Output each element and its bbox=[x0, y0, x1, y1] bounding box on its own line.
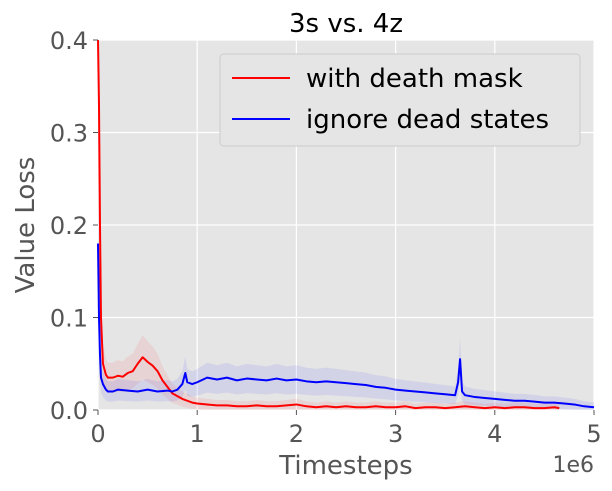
y-tick-label: 0.0 bbox=[50, 397, 88, 425]
y-tick-label: 0.4 bbox=[50, 27, 88, 55]
x-axis-offset-label: 1e6 bbox=[552, 453, 594, 478]
x-axis-ticks: 0 1 2 3 4 5 bbox=[90, 410, 602, 448]
y-axis-ticks: 0.0 0.1 0.2 0.3 0.4 bbox=[50, 27, 98, 425]
legend: with death mask ignore dead states bbox=[219, 53, 581, 147]
series-line-with-death-mask bbox=[97, 39, 560, 410]
chart-title: 3s vs. 4z bbox=[289, 9, 403, 39]
y-axis-label: Value Loss bbox=[11, 157, 41, 294]
confidence-bands bbox=[98, 40, 594, 410]
x-tick-label: 2 bbox=[289, 420, 304, 448]
x-tick-label: 1 bbox=[190, 420, 205, 448]
legend-label-with-death-mask: with death mask bbox=[306, 64, 523, 94]
x-tick-label: 5 bbox=[586, 420, 601, 448]
y-tick-label: 0.2 bbox=[50, 212, 88, 240]
x-tick-label: 4 bbox=[487, 420, 502, 448]
series-line-ignore-dead-states bbox=[97, 243, 595, 409]
legend-box bbox=[219, 53, 581, 147]
y-tick-label: 0.3 bbox=[50, 120, 88, 148]
x-tick-label: 3 bbox=[388, 420, 403, 448]
x-tick-label: 0 bbox=[90, 420, 105, 448]
legend-label-ignore-dead-states: ignore dead states bbox=[306, 105, 549, 135]
series-lines bbox=[97, 39, 595, 410]
x-axis-label: Timesteps bbox=[278, 451, 412, 481]
band-ignore-dead-states bbox=[98, 181, 594, 410]
band-with-death-mask bbox=[98, 40, 560, 410]
y-tick-label: 0.1 bbox=[50, 305, 88, 333]
